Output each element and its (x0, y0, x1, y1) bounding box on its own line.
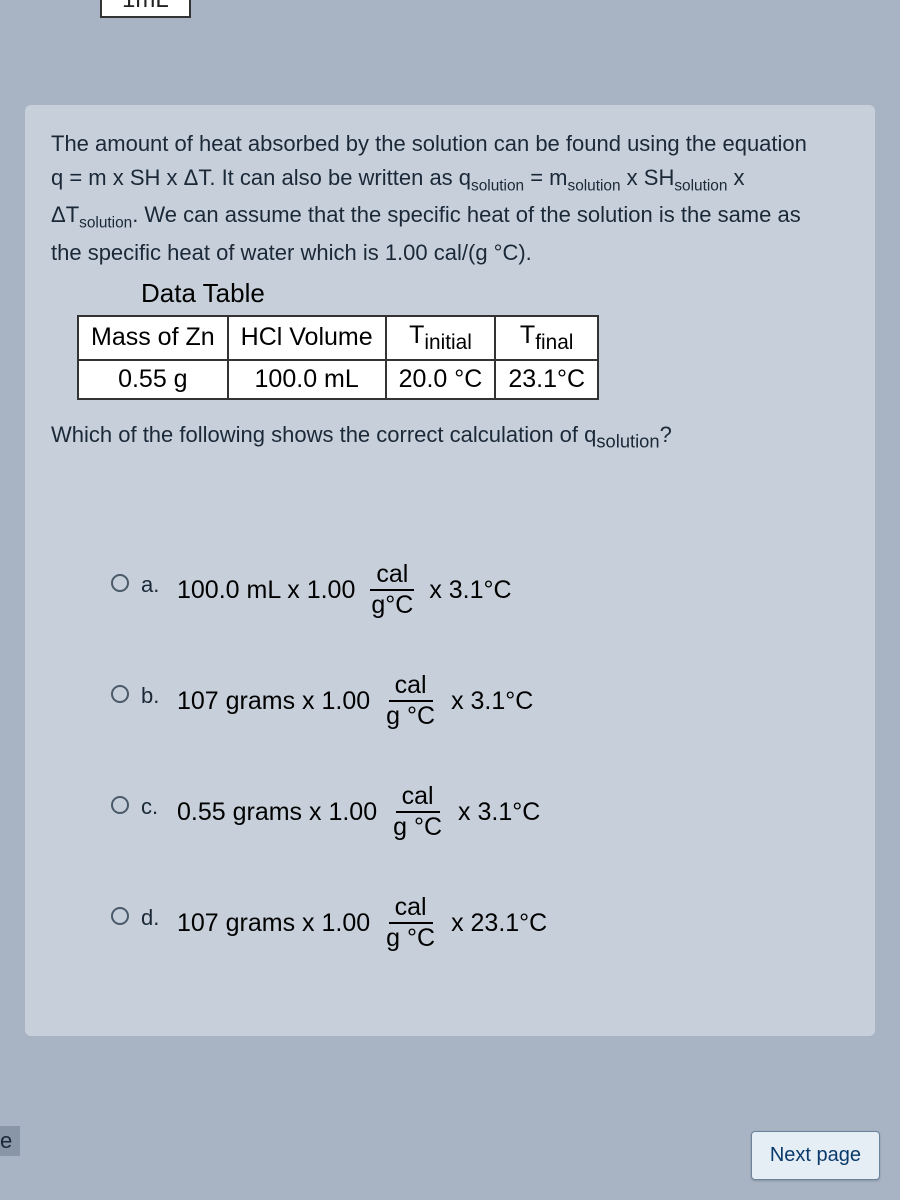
opt-c-lead: 0.55 grams x 1.00 (177, 798, 377, 827)
prompt-eq-mid: = m (524, 165, 567, 190)
opt-d-den: g °C (380, 924, 441, 951)
opt-c-tail: x 3.1°C (458, 798, 540, 827)
prompt-eq-end: x (727, 165, 744, 190)
prompt-eq-left: q = m x SH x ΔT. It can also be written … (51, 165, 471, 190)
option-b-label: b. (141, 683, 163, 709)
td-t-final: 23.1°C (495, 360, 598, 399)
prompt-line-1: The amount of heat absorbed by the solut… (51, 131, 807, 156)
th-t-initial: Tinitial (386, 316, 496, 360)
opt-d-tail: x 23.1°C (451, 909, 547, 938)
option-a-formula: 100.0 mL x 1.00 calg°C x 3.1°C (177, 562, 512, 618)
td-volume: 100.0 mL (228, 360, 386, 399)
data-table-title: Data Table (141, 278, 849, 309)
prompt-p2a: ΔT (51, 202, 79, 227)
opt-b-frac: calg °C (380, 673, 441, 729)
radio-b[interactable] (111, 685, 129, 703)
prompt-eq-mid2: x SH (621, 165, 675, 190)
option-c[interactable]: c. 0.55 grams x 1.00 calg °C x 3.1°C (111, 784, 849, 840)
sub-solution-2: solution (568, 177, 621, 194)
opt-a-lead: 100.0 mL x 1.00 (177, 576, 355, 605)
opt-c-frac: calg °C (387, 784, 448, 840)
prompt-p2b: . We can assume that the specific heat o… (132, 202, 801, 227)
t-final-sub: final (535, 331, 573, 354)
option-d-formula: 107 grams x 1.00 calg °C x 23.1°C (177, 895, 547, 951)
option-d[interactable]: d. 107 grams x 1.00 calg °C x 23.1°C (111, 895, 849, 951)
option-a-label: a. (141, 572, 163, 598)
opt-b-den: g °C (380, 702, 441, 729)
opt-c-den: g °C (387, 813, 448, 840)
opt-d-lead: 107 grams x 1.00 (177, 909, 370, 938)
td-t-initial: 20.0 °C (386, 360, 496, 399)
opt-b-tail: x 3.1°C (451, 687, 533, 716)
radio-c[interactable] (111, 796, 129, 814)
option-b[interactable]: b. 107 grams x 1.00 calg °C x 3.1°C (111, 673, 849, 729)
opt-d-frac: calg °C (380, 895, 441, 951)
sub-solution-3: solution (674, 177, 727, 194)
sub-solution-1: solution (471, 177, 524, 194)
option-a[interactable]: a. 100.0 mL x 1.00 calg°C x 3.1°C (111, 562, 849, 618)
question-pre: Which of the following shows the correct… (51, 422, 596, 447)
opt-b-lead: 107 grams x 1.00 (177, 687, 370, 716)
sub-solution-4: solution (79, 215, 132, 232)
question-post: ? (660, 422, 672, 447)
opt-c-num: cal (396, 784, 440, 813)
radio-a[interactable] (111, 574, 129, 592)
opt-a-tail: x 3.1°C (429, 576, 511, 605)
next-page-button[interactable]: Next page (751, 1131, 880, 1180)
t-initial-sub: initial (424, 331, 471, 354)
opt-a-den: g°C (365, 591, 419, 618)
opt-b-num: cal (389, 673, 433, 702)
td-mass: 0.55 g (78, 360, 228, 399)
prompt-p3: the specific heat of water which is 1.00… (51, 240, 532, 265)
prompt-text: The amount of heat absorbed by the solut… (51, 127, 849, 270)
opt-d-num: cal (389, 895, 433, 924)
option-c-formula: 0.55 grams x 1.00 calg °C x 3.1°C (177, 784, 540, 840)
radio-d[interactable] (111, 907, 129, 925)
question-card: The amount of heat absorbed by the solut… (25, 105, 875, 1036)
th-t-final: Tfinal (495, 316, 598, 360)
data-table: Mass of Zn HCl Volume Tinitial Tfinal 0.… (77, 315, 599, 400)
opt-a-frac: calg°C (365, 562, 419, 618)
t-final-pre: T (520, 321, 535, 349)
question-line: Which of the following shows the correct… (51, 422, 849, 452)
question-sub: solution (596, 430, 659, 451)
opt-a-num: cal (370, 562, 414, 591)
th-volume: HCl Volume (228, 316, 386, 360)
fragment-box: 1mL (100, 0, 191, 18)
option-d-label: d. (141, 905, 163, 931)
option-c-label: c. (141, 794, 163, 820)
option-b-formula: 107 grams x 1.00 calg °C x 3.1°C (177, 673, 533, 729)
th-mass: Mass of Zn (78, 316, 228, 360)
left-edge-fragment: e (0, 1126, 20, 1156)
t-initial-pre: T (409, 321, 424, 349)
options-group: a. 100.0 mL x 1.00 calg°C x 3.1°C b. 107… (51, 562, 849, 951)
